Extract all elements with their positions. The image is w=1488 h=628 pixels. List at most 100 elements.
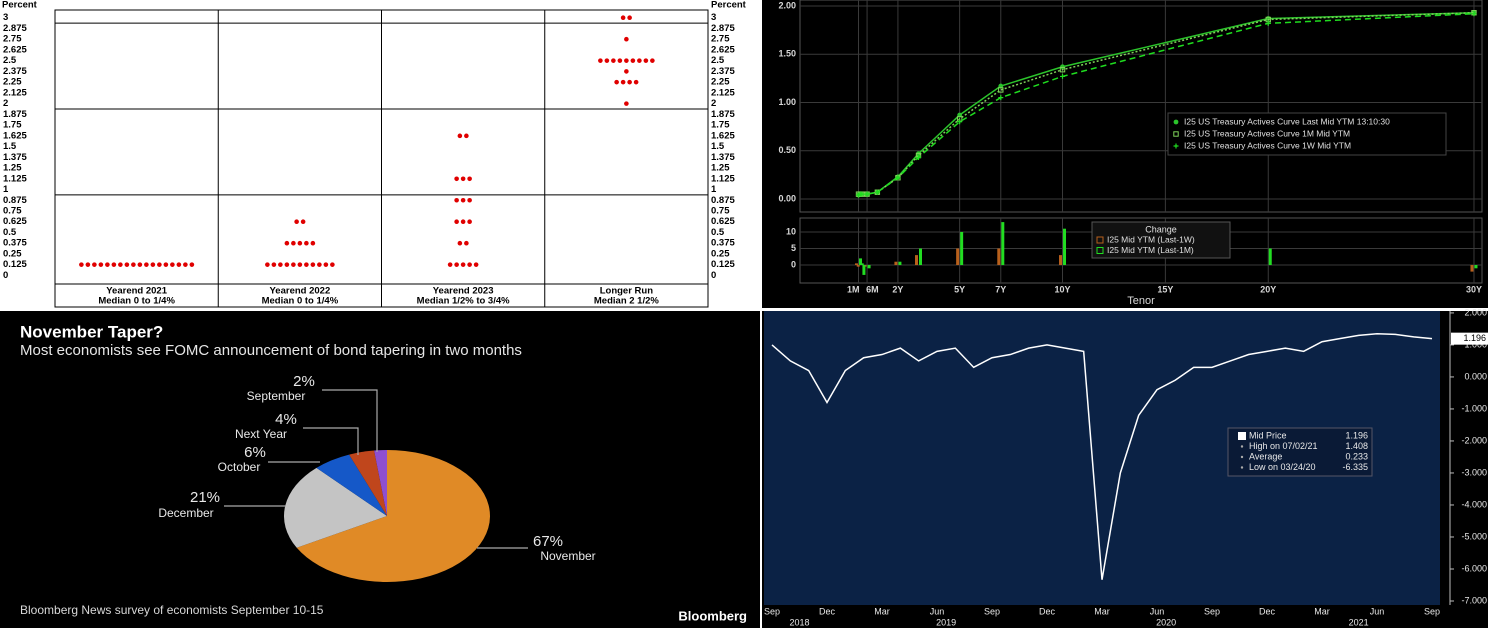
- value-label: 67%: [533, 533, 563, 550]
- y-tick-label: 0.25: [711, 248, 730, 259]
- point: [864, 191, 870, 197]
- y-tick-label: 1.25: [3, 163, 22, 174]
- y-tick-label: 2.625: [3, 44, 27, 55]
- category-label: October: [218, 460, 261, 474]
- category-label: November: [540, 549, 595, 563]
- dot: [627, 79, 632, 85]
- dot: [604, 58, 610, 63]
- x-tick-label: 7Y: [995, 284, 1006, 294]
- bar: [856, 265, 860, 267]
- y-tick-label: 1.5: [3, 141, 17, 152]
- dot: [297, 262, 303, 267]
- dot: [118, 262, 123, 267]
- y-tick-label: 0.00: [778, 193, 796, 203]
- legend-swatch: [1096, 247, 1104, 254]
- dot: [637, 58, 642, 63]
- point: [859, 191, 865, 197]
- y-tick-label: -5.000: [1461, 531, 1487, 541]
- dot-row: [624, 69, 629, 74]
- dot-row: [284, 240, 316, 246]
- point: [998, 95, 1004, 101]
- x-tick-label: Sep: [1424, 606, 1440, 616]
- bar: [915, 255, 919, 266]
- value-label: 4%: [275, 411, 297, 428]
- plot-area: [799, 0, 1483, 213]
- x-tick-label: Sep: [1204, 606, 1220, 616]
- bar: [867, 265, 871, 269]
- x-year-label: 2018: [789, 617, 809, 627]
- bar: [960, 231, 964, 266]
- dot: [457, 240, 463, 246]
- dot: [284, 262, 290, 267]
- dot: [460, 176, 466, 182]
- point: [895, 175, 901, 181]
- x-tick-label: 6M: [866, 284, 879, 294]
- category-label: September: [247, 389, 306, 403]
- dot: [271, 262, 277, 267]
- x-tick-label: Jun: [1370, 606, 1385, 616]
- y-tick-label: 2.875: [3, 23, 27, 34]
- y-tick-label: 0: [711, 270, 716, 281]
- bar: [1059, 255, 1063, 266]
- y-tick-label: 2.75: [711, 34, 730, 45]
- dot: [630, 58, 636, 63]
- y-tick-label: 0.625: [3, 216, 27, 227]
- bar: [1001, 222, 1005, 266]
- y-tick-label: -1.000: [1461, 403, 1487, 413]
- dot: [467, 176, 472, 182]
- legend-label: I25 US Treasury Actives Curve Last Mid Y…: [1184, 116, 1390, 126]
- x-tick-label: Mar: [1314, 606, 1330, 616]
- dot: [183, 262, 188, 267]
- pie-slice: [316, 454, 387, 516]
- dot: [291, 262, 296, 267]
- dot-row: [457, 133, 469, 139]
- dot-row: [447, 262, 479, 267]
- y-tick-label: 2.375: [711, 66, 735, 77]
- dot: [614, 79, 619, 85]
- x-tick-label: Dec: [1039, 606, 1056, 616]
- bar: [894, 261, 898, 266]
- last-value-label: 1.196: [1463, 333, 1486, 343]
- y-tick-label: 0.5: [3, 227, 17, 238]
- dot: [473, 262, 479, 267]
- x-tick-label: Jun: [1150, 606, 1165, 616]
- dot: [460, 197, 466, 203]
- y-tick-label: -2.000: [1461, 435, 1487, 445]
- y-tick-label: 3: [711, 12, 716, 23]
- point: [874, 189, 880, 195]
- stats-value: 1.196: [1345, 430, 1368, 440]
- bar: [1470, 265, 1474, 272]
- y-tick-label: 0.50: [778, 145, 796, 155]
- bar: [862, 265, 866, 275]
- stats-label: Mid Price: [1249, 430, 1287, 440]
- x-tick-label: 1M: [847, 284, 860, 294]
- chart-title: November Taper?: [20, 322, 163, 341]
- dot: [611, 58, 616, 63]
- y-tick-label: 2.5: [711, 55, 725, 66]
- dot: [98, 262, 104, 267]
- dot: [467, 219, 472, 225]
- dot-row: [265, 262, 335, 267]
- value-label: 21%: [190, 489, 220, 506]
- point: [1471, 11, 1477, 17]
- dot: [137, 262, 143, 267]
- dot: [304, 262, 309, 267]
- y-tick-label: 3: [3, 12, 8, 23]
- dot-row: [79, 262, 195, 267]
- dot-row: [454, 176, 472, 182]
- legend-box: [1167, 112, 1447, 156]
- point: [998, 87, 1004, 93]
- legend-swatch: [1096, 236, 1104, 244]
- dot: [467, 262, 472, 267]
- y-tick-label: 1.875: [3, 109, 27, 120]
- dot-row: [624, 101, 629, 106]
- y-tick-label: 0.625: [711, 216, 735, 227]
- dot-row: [598, 58, 655, 63]
- bar: [860, 263, 864, 266]
- y-tick-label: 2: [711, 98, 716, 109]
- x-tick-label: Mar: [1094, 606, 1110, 616]
- point: [1059, 66, 1066, 73]
- y-tick-label: 1.125: [711, 173, 735, 184]
- y-tick-label: -6.000: [1461, 563, 1487, 573]
- value-label: 6%: [244, 444, 266, 461]
